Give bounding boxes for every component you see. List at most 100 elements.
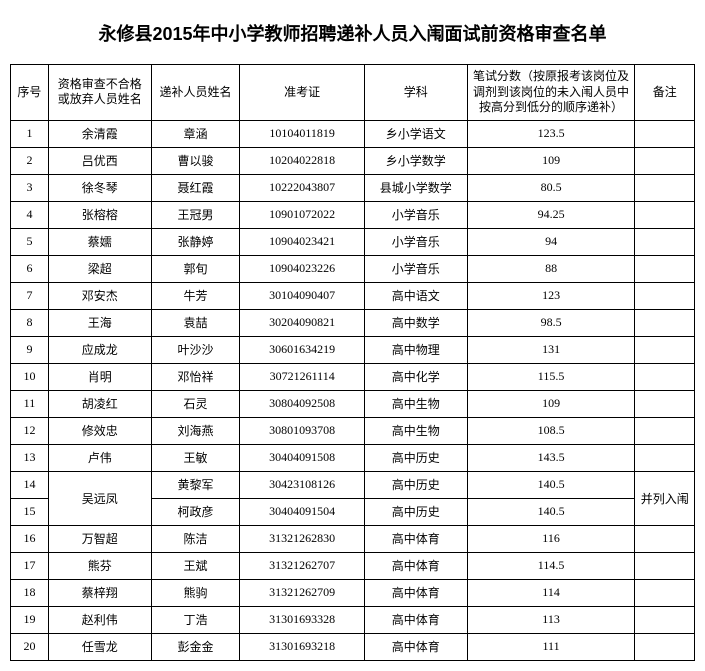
table-row: 17熊芬王斌31321262707高中体育114.5 [11,552,695,579]
cell-score: 140.5 [467,498,635,525]
cell-seq: 1 [11,120,49,147]
cell-exam-no: 10204022818 [240,147,364,174]
cell-score: 108.5 [467,417,635,444]
cell-score: 113 [467,606,635,633]
header-remark: 备注 [635,65,695,121]
table-row: 9应成龙叶沙沙30601634219高中物理131 [11,336,695,363]
cell-supp-name: 聂红霞 [151,174,240,201]
table-row: 14吴远凤黄黎军30423108126高中历史140.5并列入闱 [11,471,695,498]
cell-score: 94 [467,228,635,255]
cell-subject: 高中历史 [364,498,467,525]
cell-exam-no: 30404091504 [240,498,364,525]
cell-subject: 高中体育 [364,633,467,660]
cell-remark [635,606,695,633]
cell-seq: 5 [11,228,49,255]
cell-fail-name: 赵利伟 [48,606,151,633]
cell-subject: 小学音乐 [364,255,467,282]
cell-fail-name: 余清霞 [48,120,151,147]
cell-supp-name: 叶沙沙 [151,336,240,363]
cell-supp-name: 郭旬 [151,255,240,282]
cell-supp-name: 熊驹 [151,579,240,606]
cell-score: 109 [467,147,635,174]
cell-exam-no: 31321262830 [240,525,364,552]
cell-exam-no: 30721261114 [240,363,364,390]
table-row: 20任雪龙彭金金31301693218高中体育111 [11,633,695,660]
cell-subject: 小学音乐 [364,228,467,255]
cell-score: 109 [467,390,635,417]
cell-exam-no: 10904023226 [240,255,364,282]
cell-remark [635,120,695,147]
header-fail-name: 资格审查不合格或放弃人员姓名 [48,65,151,121]
cell-supp-name: 张静婷 [151,228,240,255]
cell-seq: 6 [11,255,49,282]
cell-seq: 2 [11,147,49,174]
cell-remark [635,552,695,579]
cell-exam-no: 30423108126 [240,471,364,498]
cell-remark [635,363,695,390]
cell-supp-name: 王斌 [151,552,240,579]
cell-score: 98.5 [467,309,635,336]
cell-remark [635,579,695,606]
cell-supp-name: 刘海燕 [151,417,240,444]
cell-score: 88 [467,255,635,282]
cell-score: 123.5 [467,120,635,147]
cell-fail-name: 万智超 [48,525,151,552]
cell-fail-name: 蔡梓翔 [48,579,151,606]
cell-subject: 县城小学数学 [364,174,467,201]
cell-exam-no: 30104090407 [240,282,364,309]
roster-table: 序号 资格审查不合格或放弃人员姓名 递补人员姓名 准考证 学科 笔试分数（按原报… [10,64,695,661]
table-row: 1余清霞章涵10104011819乡小学语文123.5 [11,120,695,147]
cell-supp-name: 邓怡祥 [151,363,240,390]
cell-subject: 高中体育 [364,606,467,633]
cell-subject: 高中生物 [364,417,467,444]
table-row: 2吕优西曹以骏10204022818乡小学数学109 [11,147,695,174]
cell-supp-name: 牛芳 [151,282,240,309]
cell-supp-name: 袁喆 [151,309,240,336]
cell-supp-name: 曹以骏 [151,147,240,174]
cell-seq: 19 [11,606,49,633]
cell-subject: 高中体育 [364,525,467,552]
cell-fail-name: 熊芬 [48,552,151,579]
header-supp-name: 递补人员姓名 [151,65,240,121]
cell-fail-name: 徐冬琴 [48,174,151,201]
cell-seq: 16 [11,525,49,552]
cell-supp-name: 丁浩 [151,606,240,633]
cell-exam-no: 10222043807 [240,174,364,201]
cell-seq: 13 [11,444,49,471]
table-row: 19赵利伟丁浩31301693328高中体育113 [11,606,695,633]
cell-supp-name: 章涵 [151,120,240,147]
cell-exam-no: 30404091508 [240,444,364,471]
cell-seq: 20 [11,633,49,660]
cell-fail-name: 卢伟 [48,444,151,471]
cell-fail-name: 胡凌红 [48,390,151,417]
cell-supp-name: 柯政彦 [151,498,240,525]
cell-remark [635,417,695,444]
cell-score: 131 [467,336,635,363]
cell-seq: 12 [11,417,49,444]
table-row: 4张榕榕王冠男10901072022小学音乐94.25 [11,201,695,228]
cell-seq: 11 [11,390,49,417]
cell-score: 111 [467,633,635,660]
cell-subject: 高中物理 [364,336,467,363]
cell-exam-no: 31321262709 [240,579,364,606]
cell-remark [635,228,695,255]
cell-supp-name: 黄黎军 [151,471,240,498]
cell-exam-no: 30801093708 [240,417,364,444]
cell-fail-name: 吴远凤 [48,471,151,525]
cell-supp-name: 陈洁 [151,525,240,552]
cell-seq: 18 [11,579,49,606]
cell-remark [635,633,695,660]
cell-subject: 乡小学数学 [364,147,467,174]
header-row: 序号 资格审查不合格或放弃人员姓名 递补人员姓名 准考证 学科 笔试分数（按原报… [11,65,695,121]
cell-fail-name: 肖明 [48,363,151,390]
cell-exam-no: 31301693218 [240,633,364,660]
cell-subject: 高中体育 [364,579,467,606]
cell-remark [635,309,695,336]
cell-supp-name: 王敏 [151,444,240,471]
header-exam-no: 准考证 [240,65,364,121]
cell-remark [635,390,695,417]
cell-fail-name: 应成龙 [48,336,151,363]
table-row: 13卢伟王敏30404091508高中历史143.5 [11,444,695,471]
cell-subject: 高中体育 [364,552,467,579]
cell-fail-name: 任雪龙 [48,633,151,660]
